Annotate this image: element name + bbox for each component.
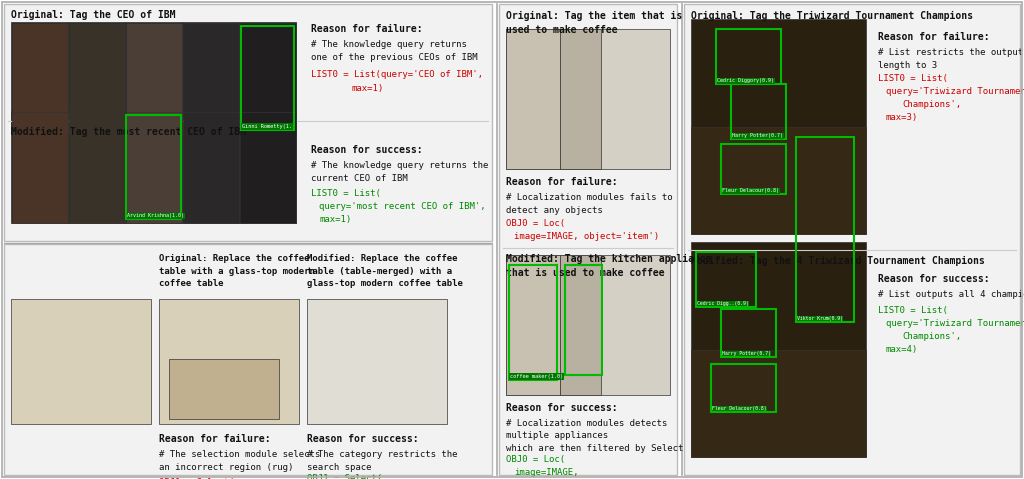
Text: Fleur Delacour(0.8): Fleur Delacour(0.8) [712, 406, 767, 411]
Text: Reason for failure:: Reason for failure: [311, 24, 423, 34]
Text: Ginni Rometty(1.: Ginni Rometty(1. [242, 124, 292, 129]
Bar [691, 350, 866, 457]
Bar [307, 299, 447, 424]
Bar [509, 265, 557, 380]
Text: Modified: Tag the kitchen appliance
that is used to make coffee: Modified: Tag the kitchen appliance that… [506, 254, 712, 278]
Text: Champions',: Champions', [902, 332, 962, 341]
Text: max=1): max=1) [319, 215, 351, 224]
Bar [721, 309, 776, 357]
Text: Cedric Diggory(0.9): Cedric Diggory(0.9) [717, 78, 774, 83]
Text: Reason for failure:: Reason for failure: [878, 32, 989, 42]
Bar [721, 144, 786, 194]
Text: query='Triwizard Tournament: query='Triwizard Tournament [886, 87, 1024, 96]
Bar [691, 19, 866, 234]
Text: # The selection module selects
an incorrect region (rug): # The selection module selects an incorr… [159, 450, 321, 471]
Text: # Localization modules fails to
detect any objects: # Localization modules fails to detect a… [506, 193, 673, 215]
Bar [506, 255, 560, 395]
Text: # List restricts the output
length to 3: # List restricts the output length to 3 [878, 48, 1023, 69]
Text: # The category restricts the
search space: # The category restricts the search spac… [307, 450, 458, 471]
Bar [169, 359, 279, 419]
Text: # List outputs all 4 champions: # List outputs all 4 champions [878, 290, 1024, 299]
Text: max=3): max=3) [886, 113, 919, 122]
Text: Original: Tag the Triwizard Tournament Champions: Original: Tag the Triwizard Tournament C… [691, 11, 973, 21]
Text: OBJ0 = Loc(: OBJ0 = Loc( [506, 455, 565, 464]
FancyBboxPatch shape [4, 244, 492, 475]
Bar [159, 299, 299, 424]
Text: Modified: Tag the most recent CEO of IBM: Modified: Tag the most recent CEO of IBM [11, 127, 246, 137]
Bar [11, 112, 68, 223]
Text: Original: Replace the coffee
table with a glass-top modern
coffee table: Original: Replace the coffee table with … [159, 254, 314, 288]
Bar [506, 255, 670, 395]
Bar [716, 29, 781, 84]
Bar [69, 23, 125, 134]
Text: Reason for success:: Reason for success: [307, 434, 419, 444]
Text: # The knowledge query returns
one of the previous CEOs of IBM: # The knowledge query returns one of the… [311, 40, 477, 61]
Bar [241, 26, 294, 130]
Text: Reason for failure:: Reason for failure: [159, 434, 270, 444]
Text: Harry Potter(0.7): Harry Potter(0.7) [732, 133, 783, 138]
Bar [696, 252, 756, 307]
Text: Modified: Tag the 4 Triwizard Tournament Champions: Modified: Tag the 4 Triwizard Tournament… [691, 256, 985, 266]
FancyBboxPatch shape [684, 4, 1020, 475]
Bar [731, 84, 786, 139]
Text: Original: Tag the item that is
used to make coffee: Original: Tag the item that is used to m… [506, 11, 682, 35]
Bar [240, 23, 296, 134]
Bar [240, 112, 296, 223]
Bar [796, 137, 854, 322]
Text: max=4): max=4) [886, 345, 919, 354]
Bar [506, 29, 560, 169]
Bar [126, 23, 181, 134]
Text: LIST0 = List(: LIST0 = List( [311, 189, 381, 198]
Bar [182, 112, 239, 223]
Text: Reason for success:: Reason for success: [878, 274, 989, 284]
Bar [11, 23, 68, 134]
Text: Champions',: Champions', [902, 100, 962, 109]
Text: OBJ0 = Loc(: OBJ0 = Loc( [506, 219, 565, 228]
Bar [11, 22, 296, 134]
Text: LIST0 = List(query='CEO of IBM',: LIST0 = List(query='CEO of IBM', [311, 70, 483, 79]
FancyBboxPatch shape [4, 4, 492, 241]
Bar [182, 23, 239, 134]
Text: coffee maker(1.0): coffee maker(1.0) [510, 374, 563, 379]
Text: Harry Potter(0.7): Harry Potter(0.7) [722, 351, 771, 356]
Bar [126, 112, 181, 223]
Text: Modified: Replace the coffee
table (table-merged) with a
glass-top modern coffee: Modified: Replace the coffee table (tabl… [307, 254, 463, 288]
Text: LIST0 = List(: LIST0 = List( [878, 306, 948, 315]
Text: Reason for success:: Reason for success: [311, 145, 423, 155]
Text: Viktor Krum(0.9): Viktor Krum(0.9) [797, 316, 843, 321]
Text: Fleur Delacour(0.8): Fleur Delacour(0.8) [722, 188, 779, 193]
Text: LIST0 = List(: LIST0 = List( [878, 74, 948, 83]
Text: Arvind Krishna(1.0): Arvind Krishna(1.0) [127, 213, 184, 218]
Text: Original: Tag the CEO of IBM: Original: Tag the CEO of IBM [11, 10, 175, 20]
Bar [560, 29, 601, 169]
Bar [126, 115, 181, 219]
Text: image=IMAGE,: image=IMAGE, [514, 468, 579, 477]
Bar [711, 364, 776, 412]
Text: Reason for success:: Reason for success: [506, 403, 617, 413]
Bar [11, 299, 151, 424]
Text: Cedric Digg..(0.9): Cedric Digg..(0.9) [697, 301, 749, 306]
Text: image=IMAGE, object='item'): image=IMAGE, object='item') [514, 232, 659, 241]
Bar [565, 265, 602, 375]
Bar [506, 29, 670, 169]
Text: query='Triwizard Tournament: query='Triwizard Tournament [886, 319, 1024, 328]
Text: # Localization modules detects
multiple appliances
which are then filtered by Se: # Localization modules detects multiple … [506, 419, 683, 453]
Bar [69, 112, 125, 223]
Text: OBJ1 = Select(: OBJ1 = Select( [159, 478, 234, 479]
Bar [11, 111, 296, 223]
Text: Reason for failure:: Reason for failure: [506, 177, 617, 187]
Text: max=1): max=1) [351, 84, 383, 93]
Text: OBJ1 = Select(: OBJ1 = Select( [307, 474, 382, 479]
Bar [691, 242, 866, 457]
Text: query='most recent CEO of IBM',: query='most recent CEO of IBM', [319, 202, 485, 211]
Bar [691, 127, 866, 234]
Text: # The knowledge query returns the
current CEO of IBM: # The knowledge query returns the curren… [311, 161, 488, 182]
Bar [560, 255, 601, 395]
FancyBboxPatch shape [499, 4, 677, 475]
